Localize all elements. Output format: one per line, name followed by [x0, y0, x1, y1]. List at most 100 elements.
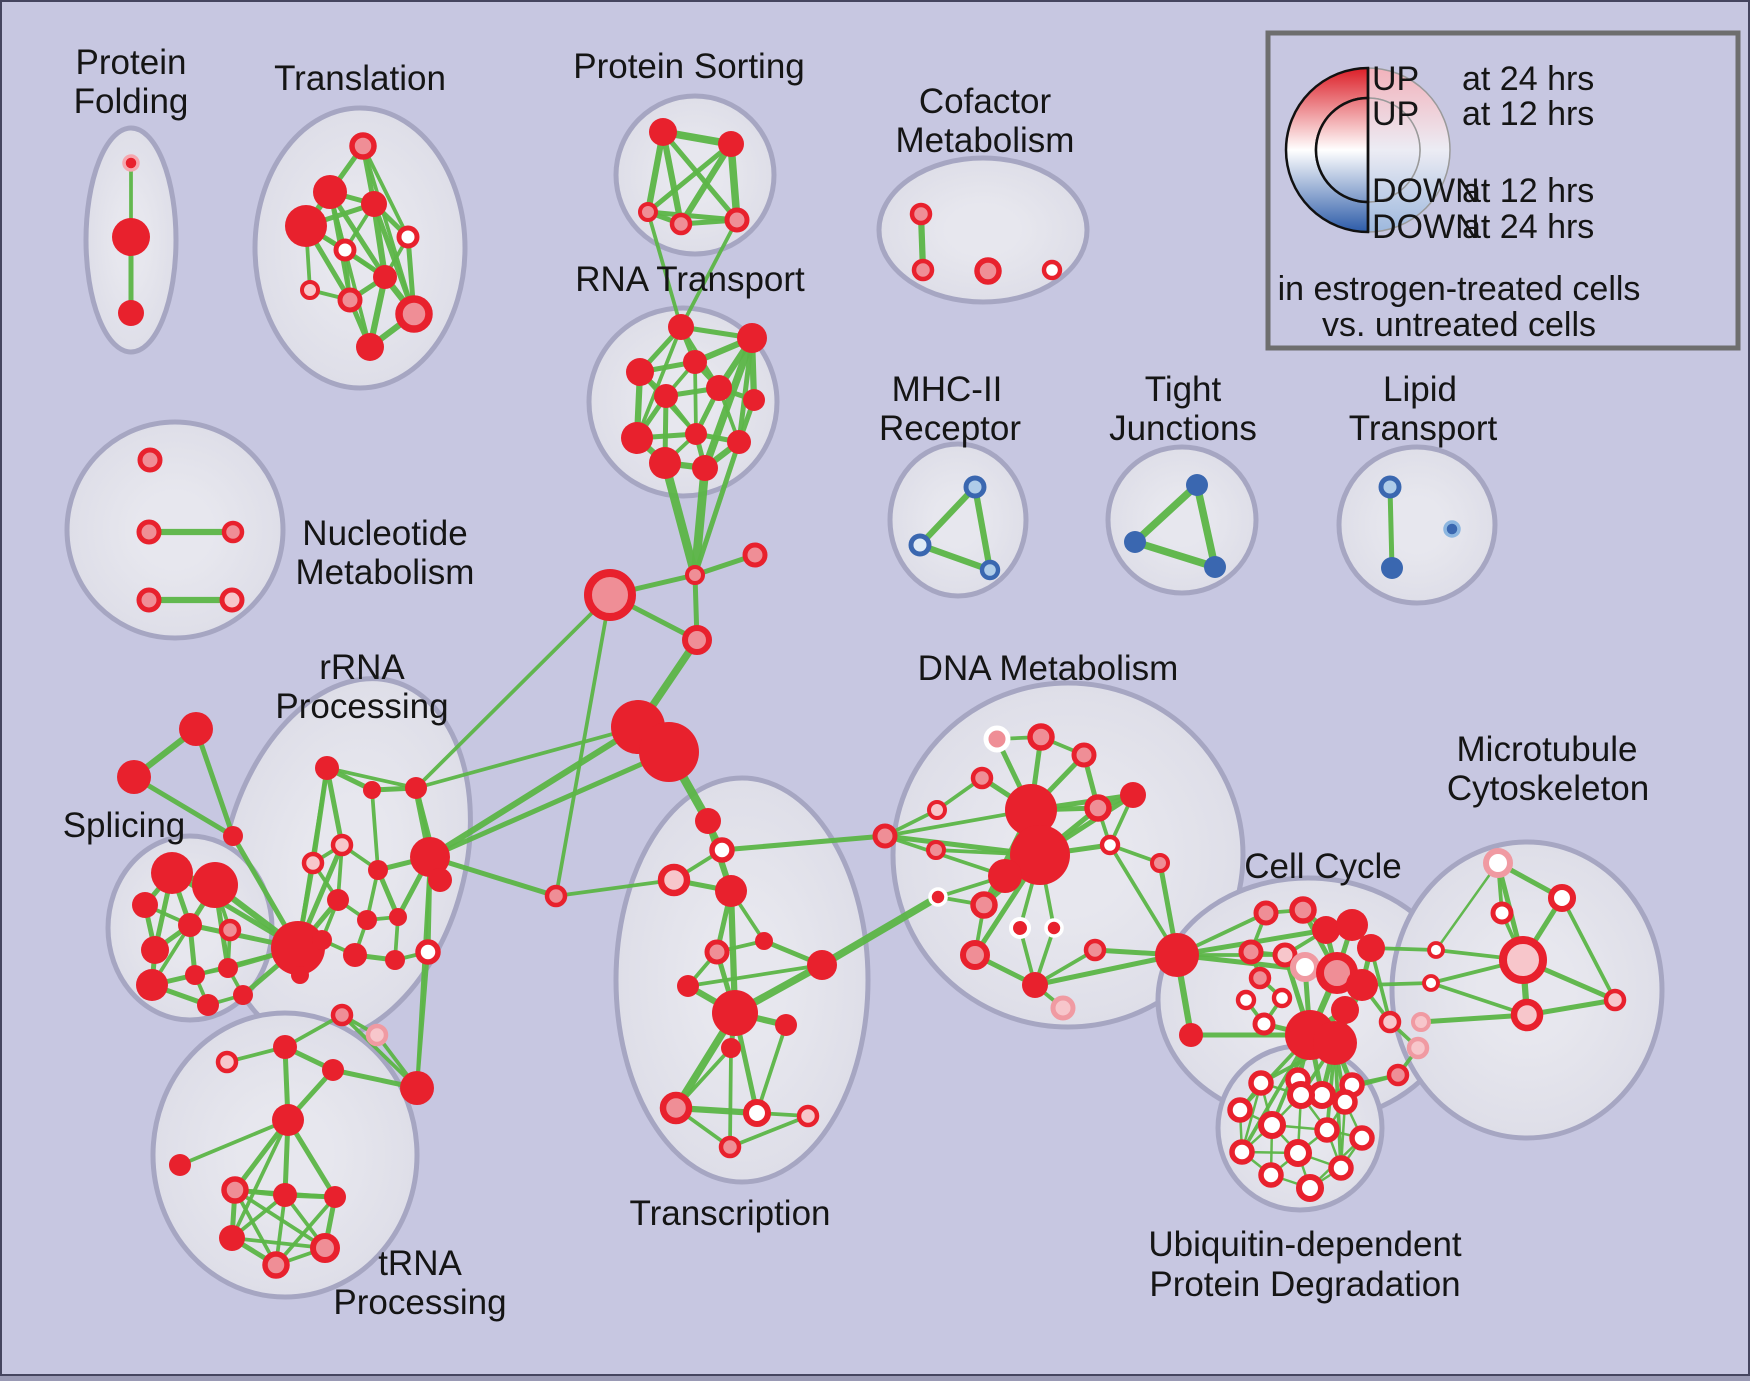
node [1272, 942, 1298, 968]
cluster-ellipse-lipid-transport [1336, 444, 1498, 606]
node [118, 300, 144, 326]
node [1427, 941, 1445, 959]
node [178, 913, 202, 937]
node [223, 826, 243, 846]
node [327, 889, 349, 911]
node [396, 225, 420, 249]
node [712, 990, 758, 1036]
edge [1131, 538, 1219, 571]
node [1386, 1063, 1410, 1087]
node [742, 1098, 772, 1128]
cluster-label-mhc-ii-receptor: MHC-II [892, 370, 1003, 409]
node [273, 1183, 297, 1207]
cluster-label-dna-metabolism: DNA Metabolism [918, 649, 1179, 688]
node [1248, 966, 1272, 990]
node [983, 725, 1011, 753]
edge [1560, 896, 1617, 1002]
node [1349, 1125, 1375, 1151]
node [410, 837, 450, 877]
node [365, 1023, 389, 1047]
node [1283, 1138, 1313, 1168]
node [363, 781, 381, 799]
edge [233, 1188, 278, 1267]
node [1378, 1010, 1402, 1034]
node [1041, 259, 1063, 281]
node [1346, 969, 1378, 1001]
legend-direction-label: UP [1372, 95, 1419, 133]
node [1120, 782, 1146, 808]
node [312, 930, 332, 950]
node [1248, 1070, 1274, 1096]
edge [340, 1013, 419, 1090]
edge [370, 788, 380, 872]
cluster-label-nucleotide-metabolism: Nucleotide [302, 514, 467, 553]
node [970, 891, 998, 919]
node [1381, 557, 1403, 579]
node [669, 212, 693, 236]
edge [660, 458, 700, 580]
edge [414, 725, 640, 790]
node [1499, 936, 1547, 984]
node [357, 910, 377, 930]
node [677, 975, 699, 997]
node [300, 280, 320, 300]
cluster-label-protein-sorting: Protein Sorting [573, 47, 805, 86]
node [1186, 474, 1208, 496]
edge [1418, 1012, 1530, 1025]
node [218, 918, 242, 942]
node [218, 958, 238, 978]
cluster-label-protein-folding: Protein [76, 43, 187, 82]
edge [1131, 481, 1201, 546]
node [330, 1003, 354, 1027]
edge [692, 439, 742, 578]
node [313, 175, 347, 209]
cluster-label-ubiquitin-degradation: Ubiquitin-dependent [1148, 1225, 1462, 1264]
node [356, 333, 384, 361]
node [1253, 900, 1279, 926]
edge [427, 854, 559, 899]
node [1238, 939, 1264, 965]
node [584, 569, 636, 621]
edge [230, 1236, 327, 1250]
node [1290, 952, 1320, 982]
edge [178, 1118, 290, 1167]
cluster-label-trna-processing: Processing [333, 1283, 506, 1322]
node [221, 1176, 249, 1204]
node [1252, 1012, 1276, 1036]
node [310, 1233, 340, 1263]
node [233, 985, 253, 1005]
node [368, 860, 388, 880]
node [742, 542, 768, 568]
node [1150, 853, 1170, 873]
node [322, 1059, 344, 1081]
node [724, 207, 750, 233]
edge [719, 833, 888, 853]
node [908, 533, 932, 557]
node [963, 475, 987, 499]
node [649, 118, 677, 146]
node [197, 994, 219, 1016]
legend-time-label: at 24 hrs [1462, 60, 1594, 98]
node [721, 1038, 741, 1058]
edge [660, 129, 740, 223]
legend-time-label: at 12 hrs [1462, 172, 1594, 210]
node [872, 823, 898, 849]
node [137, 447, 163, 473]
legend-glyph-inner-left [1314, 96, 1370, 204]
edge [554, 878, 676, 898]
edge [916, 483, 979, 549]
node [1331, 996, 1359, 1024]
node [775, 1014, 797, 1036]
node [1257, 1110, 1287, 1140]
legend-caption: in estrogen-treated cells [1278, 270, 1641, 308]
edge [679, 218, 739, 329]
node [291, 966, 309, 984]
node [1312, 916, 1340, 944]
node [974, 257, 1002, 285]
node [743, 389, 765, 411]
node [1235, 989, 1257, 1011]
cluster-label-ubiquitin-degradation: Protein Degradation [1149, 1265, 1460, 1304]
node [315, 756, 339, 780]
cluster-label-translation: Translation [274, 59, 446, 98]
node [185, 965, 205, 985]
